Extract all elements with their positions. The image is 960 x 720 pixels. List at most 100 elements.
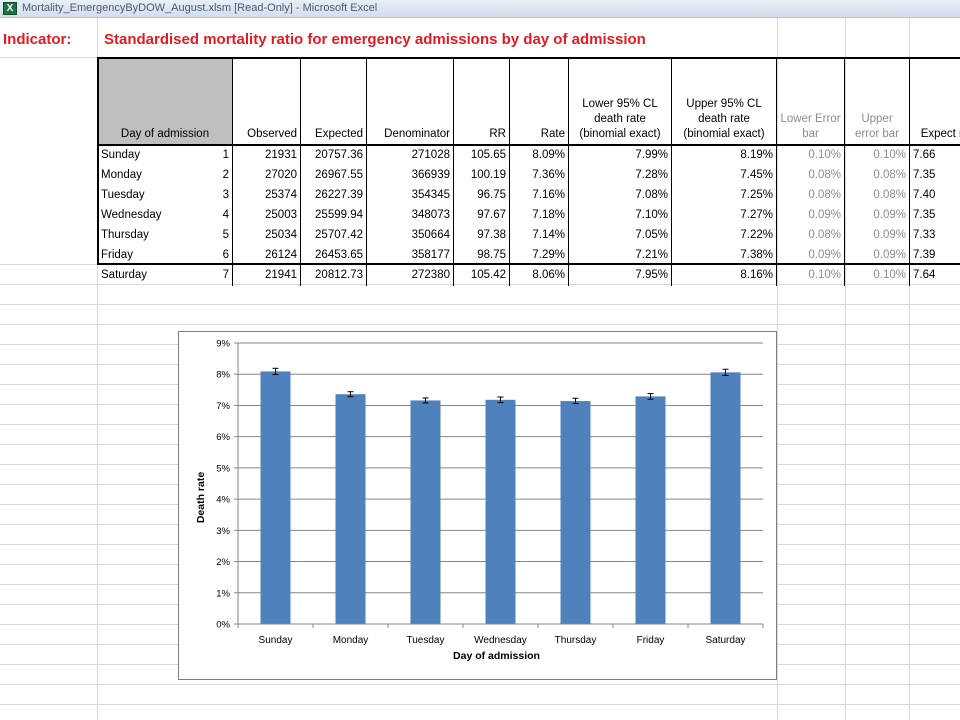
cell-observed[interactable]: 25003 [233,206,301,226]
excel-icon[interactable]: X [3,2,17,15]
cell-upper-error[interactable]: 0.10% [845,146,910,166]
table-row[interactable]: Saturday 7 21941 20812.73 272380 105.42 8.06% 7… [98,266,960,286]
cell-lower-cl[interactable]: 7.05% [569,226,672,246]
cell-lower-error[interactable]: 0.08% [777,186,845,206]
cell-lower-error[interactable]: 0.08% [777,226,845,246]
cell-index[interactable]: 4 [203,206,233,226]
cell-upper-cl[interactable]: 7.45% [672,166,777,186]
cell-day[interactable]: Monday [101,169,142,181]
cell-upper-cl[interactable]: 7.22% [672,226,777,246]
cell-rate[interactable]: 7.16% [510,186,569,206]
header-rate[interactable]: Rate [510,58,569,144]
cell-rate[interactable]: 8.06% [510,266,569,286]
cell-upper-error[interactable]: 0.09% [845,246,910,266]
cell-upper-error[interactable]: 0.09% [845,206,910,226]
cell-observed[interactable]: 25374 [233,186,301,206]
cell-rr[interactable]: 105.65 [454,146,510,166]
header-lower-cl[interactable]: Lower 95% CL death rate (binomial exact) [569,58,672,144]
cell-index[interactable]: 1 [203,146,233,166]
cell-expected[interactable]: 26967.55 [301,166,367,186]
cell-upper-cl[interactable]: 7.27% [672,206,777,226]
table-row[interactable]: Friday 6 26124 26453.65 358177 98.75 7.2… [98,246,960,266]
cell-expected[interactable]: 20812.73 [301,266,367,286]
cell-expected-rate[interactable]: 7.39 [913,249,936,261]
cell-rr[interactable]: 97.67 [454,206,510,226]
cell-upper-cl[interactable]: 7.38% [672,246,777,266]
cell-expected[interactable]: 26453.65 [301,246,367,266]
cell-upper-cl[interactable]: 8.16% [672,266,777,286]
table-row[interactable]: Wednesday 4 25003 25599.94 348073 97.67 … [98,206,960,226]
bar-chart[interactable]: 0% 1% 2% 3% 4% 5% 6% 7% 8% 9% Sunday Monday Tuesday W… [178,331,777,680]
cell-lower-error[interactable]: 0.09% [777,206,845,226]
cell-denominator[interactable]: 350664 [367,226,454,246]
header-expected[interactable]: Expected [301,58,367,144]
cell-upper-cl[interactable]: 8.19% [672,146,777,166]
table-row[interactable]: Sunday 1 21931 20757.36 271028 105.65 8.… [98,146,960,166]
cell-index[interactable]: 5 [203,226,233,246]
cell-expected[interactable]: 25599.94 [301,206,367,226]
cell-rate[interactable]: 7.29% [510,246,569,266]
cell-upper-cl[interactable]: 7.25% [672,186,777,206]
cell-day[interactable]: Friday [101,249,133,261]
cell-lower-error[interactable]: 0.10% [777,146,845,166]
cell-rr[interactable]: 96.75 [454,186,510,206]
cell-lower-cl[interactable]: 7.95% [569,266,672,286]
cell-lower-cl[interactable]: 7.10% [569,206,672,226]
cell-denominator[interactable]: 366939 [367,166,454,186]
header-denominator[interactable]: Denominator [367,58,454,144]
cell-denominator[interactable]: 348073 [367,206,454,226]
cell-expected[interactable]: 26227.39 [301,186,367,206]
cell-denominator[interactable]: 271028 [367,146,454,166]
table-row[interactable]: Monday 2 27020 26967.55 366939 100.19 7.… [98,166,960,186]
header-lower-error-bar[interactable]: Lower Error bar [777,58,845,144]
cell-upper-error[interactable]: 0.08% [845,166,910,186]
cell-expected-rate[interactable]: 7.40 [913,189,936,201]
cell-day[interactable]: Wednesday [101,209,162,221]
cell-denominator[interactable]: 354345 [367,186,454,206]
cell-observed[interactable]: 27020 [233,166,301,186]
header-expected-rate[interactable]: Expect ra [920,128,960,140]
cell-day[interactable]: Thursday [101,229,149,241]
cell-rr[interactable]: 100.19 [454,166,510,186]
cell-index[interactable]: 2 [203,166,233,186]
cell-lower-error[interactable]: 0.10% [777,266,845,286]
cell-index[interactable]: 6 [203,246,233,266]
header-upper-error-bar[interactable]: Upper error bar [845,58,910,144]
header-upper-cl[interactable]: Upper 95% CL death rate (binomial exact) [672,58,777,144]
cell-expected[interactable]: 25707.42 [301,226,367,246]
cell-upper-error[interactable]: 0.09% [845,226,910,246]
cell-index[interactable]: 3 [203,186,233,206]
cell-expected-rate[interactable]: 7.33 [913,229,936,241]
cell-observed[interactable]: 21941 [233,266,301,286]
cell-expected-rate[interactable]: 7.66 [913,149,936,161]
cell-lower-error[interactable]: 0.09% [777,246,845,266]
cell-rate[interactable]: 8.09% [510,146,569,166]
cell-day[interactable]: Saturday [101,269,148,281]
cell-observed[interactable]: 21931 [233,146,301,166]
table-row[interactable] [98,246,960,266]
cell-observed[interactable]: 25034 [233,226,301,246]
table-row[interactable]: Thursday 5 25034 25707.42 350664 97.38 7… [98,226,960,246]
worksheet[interactable]: Indicator: Standardised mortality ratio … [0,18,960,720]
cell-rr[interactable]: 97.38 [454,226,510,246]
cell-expected-rate[interactable]: 7.35 [913,169,936,181]
table-row[interactable]: Tuesday 3 25374 26227.39 354345 96.75 7.… [98,186,960,206]
cell-lower-cl[interactable]: 7.21% [569,246,672,266]
cell-expected-rate[interactable]: 7.35 [913,209,936,221]
cell-rate[interactable]: 7.36% [510,166,569,186]
cell-lower-error[interactable]: 0.08% [777,166,845,186]
cell-expected[interactable]: 20757.36 [301,146,367,166]
cell-upper-error[interactable]: 0.10% [845,266,910,286]
cell-lower-cl[interactable]: 7.08% [569,186,672,206]
cell-observed[interactable]: 26124 [233,246,301,266]
cell-denominator[interactable]: 358177 [367,246,454,266]
cell-lower-cl[interactable]: 7.99% [569,146,672,166]
cell-rr[interactable]: 105.42 [454,266,510,286]
cell-expected-rate[interactable]: 7.64 [913,269,936,281]
indicator-label-cell[interactable]: Indicator: [3,31,72,48]
cell-denominator[interactable]: 272380 [367,266,454,286]
cell-rr[interactable]: 98.75 [454,246,510,266]
header-rr[interactable]: RR [454,58,510,144]
cell-upper-error[interactable]: 0.08% [845,186,910,206]
indicator-title-cell[interactable]: Standardised mortality ratio for emergen… [104,31,646,48]
